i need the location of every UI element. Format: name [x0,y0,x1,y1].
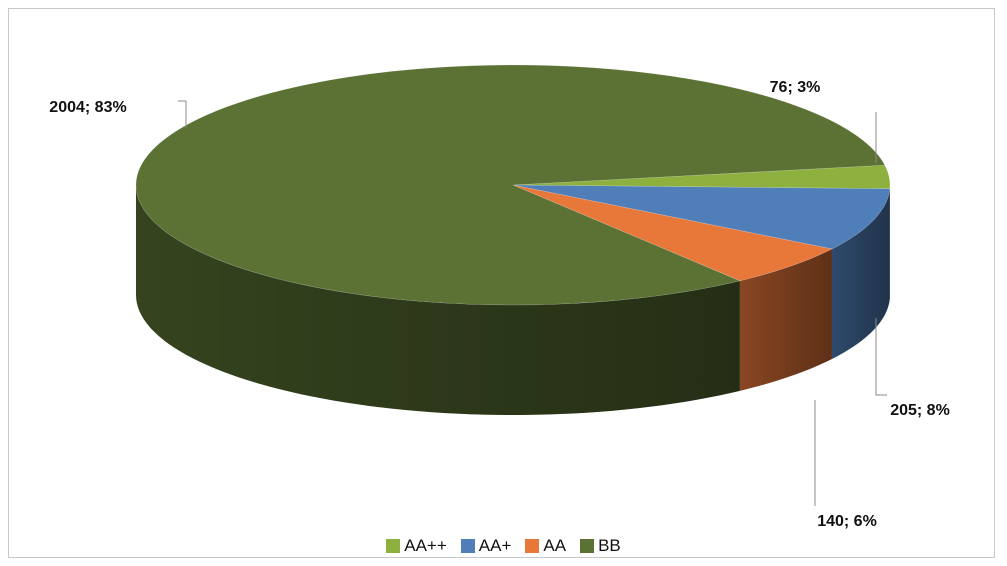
legend-item: BB [580,536,621,556]
legend-item: AA+ [460,536,512,556]
pie-side-shadow [136,185,740,415]
pie-slice-bb [135,64,886,306]
pie-side-shadow [831,188,890,359]
legend-swatch [460,539,475,553]
legend-swatch [580,539,595,553]
data-label: 205; 8% [890,402,950,419]
pie-side-shadow [739,248,832,391]
legend-item: AA [525,536,566,556]
pie-slice-aa [512,184,833,282]
data-label: 140; 6% [817,513,877,530]
pie-tops [135,64,891,306]
data-label: 2004; 83% [49,99,126,116]
pie-slice-aaplus [512,184,891,250]
legend-swatch [386,539,401,553]
leader-line [875,318,887,396]
pie-slice-aaplusplus [512,164,891,190]
legend-label: AA++ [404,536,447,555]
legend-item: AA++ [386,536,447,556]
legend: AA++ AA+ AA BB [0,536,1007,556]
legend-label: BB [598,536,621,555]
pie-sides [136,185,890,415]
data-labels: 76; 3% 205; 8% 140; 6% 2004; 83% [49,79,949,530]
data-label: 76; 3% [770,79,821,96]
legend-swatch [525,539,540,553]
leader-line [178,100,187,128]
legend-label: AA [543,536,567,555]
legend-label: AA+ [478,536,512,555]
